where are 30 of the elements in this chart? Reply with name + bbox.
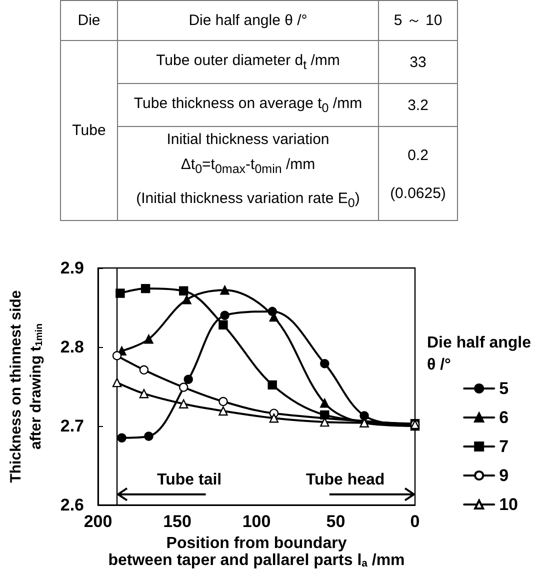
annotation: Tube tail [157, 472, 222, 489]
x-tick-label: 200 [84, 512, 112, 531]
annotation: Tube head [306, 472, 385, 489]
text: (Initial thickness variation rate E$_{0}$) [135, 189, 361, 212]
text: Initial thickness variation [166, 130, 330, 150]
legend-label: 9 [499, 466, 509, 485]
text: 5 ～ 10 [378, 0, 458, 40]
legend-label: 10 [499, 495, 518, 514]
x-tick-label: 0 [410, 512, 420, 531]
x-tick-label: 50 [326, 512, 346, 531]
x-tick-label: 100 [242, 512, 271, 531]
text: Die half angle θ /° [188, 12, 308, 29]
text: Δt$_{0}$=t$_{0max}$-t$_{0min}$ /mm [180, 155, 316, 178]
y-tick-label: 2.9 [60, 258, 84, 278]
x-tick-label: 150 [163, 512, 192, 531]
text: Die [60, 0, 118, 40]
text: Tube [60, 40, 118, 220]
y-tick-label: 2.6 [60, 496, 84, 514]
text: Tube outer diameter d$_{t}$ /mm [155, 52, 341, 72]
text: 0.2 [406, 146, 430, 166]
legend-label: 5 [499, 379, 509, 398]
text: 3.2 [378, 84, 458, 126]
y-tick-label: 2.8 [60, 338, 84, 356]
legend-title: Die half angle θ /° [426, 334, 532, 374]
y-tick-label: 2.7 [60, 416, 84, 436]
text: Tube thickness on average t$_{0}$ /mm [132, 95, 364, 115]
text: 33 [378, 40, 458, 84]
legend-label: 7 [499, 437, 509, 456]
legend-label: 6 [499, 408, 509, 427]
text: (0.0625) [389, 184, 447, 204]
